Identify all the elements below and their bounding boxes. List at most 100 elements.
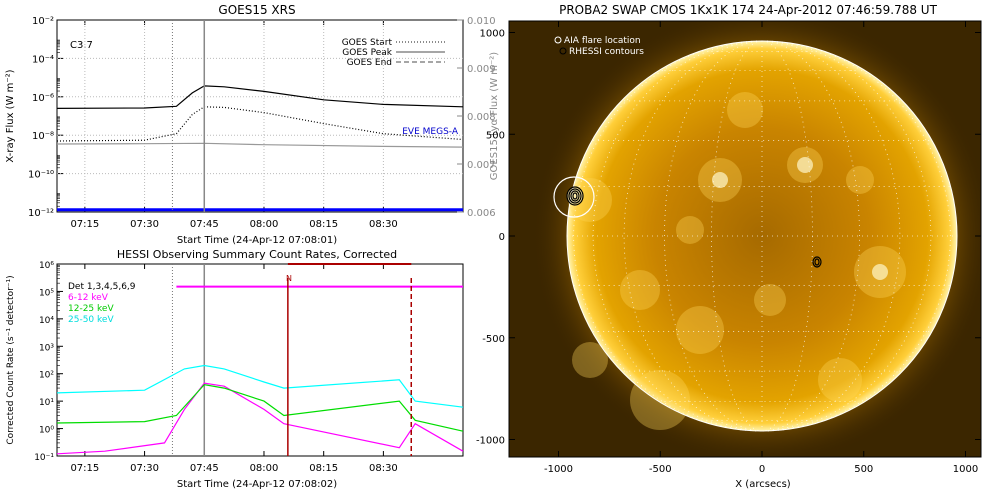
rhessi-contours-disk: [812, 256, 822, 268]
goes-x-tick-label: 07:30: [130, 219, 159, 230]
goes-x-tick-label: 08:15: [309, 219, 338, 230]
hessi-panel: HESSI Observing Summary Count Rates, Cor…: [6, 248, 464, 490]
goes-ylabel-right: GOES15 Lyα Flux (W m⁻²): [489, 52, 500, 180]
goes-y-ticks-right: 0.010 0.009 0.008 0.007 0.006: [457, 16, 496, 219]
goes-title: GOES15 XRS: [218, 3, 295, 17]
swap-y-tick-label: 1000: [480, 29, 505, 40]
active-region-blob: [846, 166, 874, 194]
active-region-blob: [754, 284, 786, 316]
hessi-y-ticks: 10⁶ 10⁵ 10⁴ 10³ 10² 10¹ 10⁰ 10⁻¹: [34, 261, 63, 463]
active-region-blob: [620, 270, 660, 310]
hessi-y-tick-label: 10³: [39, 343, 54, 353]
hessi-x-tick-label: 07:15: [70, 463, 99, 474]
active-region-blob: [676, 216, 704, 244]
swap-legend: AIA flare location RHESSI contours: [554, 36, 644, 57]
bright-point: [712, 172, 728, 188]
swap-panel: PROBA2 SWAP CMOS 1Kx1K 174 24-Apr-2012 0…: [476, 3, 982, 490]
hessi-y-tick-label: 10⁻¹: [34, 453, 54, 463]
goes-y2-tick-label: 0.008: [467, 112, 496, 123]
goes-y2-tick-label: 0.009: [467, 64, 496, 75]
hessi-series-group: [56, 263, 464, 456]
swap-y-tick-label: 0: [499, 232, 505, 243]
hessi-title: HESSI Observing Summary Count Rates, Cor…: [117, 248, 397, 261]
hessi-legend-12-25: 12-25 keV: [68, 304, 114, 314]
hessi-x-tick-label: 07:30: [130, 463, 159, 474]
active-region-blob: [572, 342, 608, 378]
eve-label: EVE MEGS-A: [402, 127, 459, 137]
rhessi-legend-marker: [559, 47, 567, 55]
hessi-x-ticks: 07:15 07:30 07:45 08:00 08:15 08:30: [70, 264, 398, 474]
goes-y2-tick-label: 0.010: [467, 16, 496, 27]
goes-series-0: [56, 85, 464, 109]
swap-frame: [508, 20, 982, 458]
hessi-legend-6-12: 6-12 keV: [68, 293, 109, 303]
active-region-blob: [727, 92, 763, 128]
goes-x-tick-label: 07:45: [190, 219, 219, 230]
hessi-xlabel: Start Time (24-Apr-12 07:08:02): [177, 479, 337, 490]
goes-x-tick-label: 08:00: [250, 219, 279, 230]
hessi-series-1: [56, 383, 464, 432]
longitude-line: [761, 40, 951, 432]
goes-ylabel-left: X-ray Flux (W m⁻²): [5, 69, 16, 162]
goes-y-tick-label: 10⁻¹⁰: [28, 170, 54, 181]
hessi-y-tick-label: 10⁶: [39, 261, 54, 271]
hessi-y-tick-label: 10⁰: [39, 426, 54, 436]
hessi-x-tick-label: 07:45: [190, 463, 219, 474]
swap-x-tick-label: -500: [649, 464, 672, 475]
goes-legend-end: GOES End: [347, 58, 392, 68]
longitude-line: [573, 40, 763, 432]
swap-y-tick-label: -1000: [476, 436, 505, 447]
swap-x-ticks: -1000 -500 0 500 1000: [544, 21, 978, 475]
hessi-ylabel: Corrected Count Rate (s⁻¹ detector⁻¹): [6, 275, 16, 444]
goes-y-tick-label: 10⁻⁶: [32, 93, 54, 104]
rhessi-contours-limb: [566, 186, 584, 206]
goes-x-tick-label: 07:15: [70, 219, 99, 230]
swap-title: PROBA2 SWAP CMOS 1Kx1K 174 24-Apr-2012 0…: [559, 3, 937, 17]
hessi-y-tick-label: 10⁴: [39, 316, 54, 326]
goes-xlabel: Start Time (24-Apr-12 07:08:01): [177, 235, 337, 246]
aia-flare-location-circle: [553, 176, 595, 218]
goes-y-ticks-left: 10⁻² 10⁻⁴ 10⁻⁶ 10⁻⁸ 10⁻¹⁰ 10⁻¹²: [28, 16, 463, 219]
swap-image: AIA flare location RHESSI contours: [509, 21, 981, 457]
swap-x-tick-label: 500: [854, 464, 873, 475]
hessi-legend-det: Det 1,3,4,5,6,9: [68, 282, 136, 292]
swap-xlabel: X (arcsecs): [735, 479, 791, 490]
goes-panel: GOES15 XRS C3.7 GOES Start GOES Peak GOE…: [5, 3, 500, 246]
hessi-series-0: [56, 382, 464, 455]
swap-y-tick-label: 500: [486, 130, 505, 141]
longitude-line: [761, 40, 813, 432]
hessi-y-tick-label: 10⁵: [39, 288, 54, 298]
aia-legend-marker: [554, 36, 562, 44]
swap-y-ticks: 1000 500 0 -500 -1000: [476, 29, 981, 447]
bright-point: [797, 157, 813, 173]
goes-x-tick-label: 08:30: [369, 219, 398, 230]
sun-limb: [566, 40, 958, 432]
active-region-blob: [676, 306, 724, 354]
longitude-line: [711, 40, 763, 432]
goes-legend-peak: GOES Peak: [342, 48, 392, 58]
swap-x-tick-label: 1000: [953, 464, 978, 475]
hessi-x-tick-label: 08:00: [250, 463, 279, 474]
goes-y2-tick-label: 0.007: [467, 160, 496, 171]
swap-y-tick-label: -500: [482, 334, 505, 345]
swap-legend-rhessi: RHESSI contours: [569, 47, 644, 57]
active-region-blob: [568, 178, 612, 222]
heliographic-grid: [567, 40, 957, 432]
goes-y-tick-label: 10⁻¹²: [28, 208, 54, 219]
hessi-y-tick-label: 10¹: [39, 398, 54, 408]
swap-x-tick-label: 0: [759, 464, 765, 475]
goes-class-label: C3.7: [70, 40, 93, 51]
hessi-plot-frame: [56, 263, 464, 457]
swap-x-tick-label: -1000: [544, 464, 573, 475]
swap-legend-aia: AIA flare location: [564, 36, 641, 46]
bright-point: [872, 264, 888, 280]
hessi-series-2: [56, 364, 464, 408]
goes-series-group: [56, 20, 464, 212]
hessi-x-tick-label: 08:30: [369, 463, 398, 474]
hessi-legend-25-50: 25-50 keV: [68, 315, 114, 325]
hessi-night-label: N: [286, 274, 292, 283]
goes-y-tick-label: 10⁻²: [32, 16, 54, 27]
goes-plot-frame: [56, 19, 464, 213]
goes-legend: GOES Start GOES Peak GOES End: [342, 38, 445, 68]
